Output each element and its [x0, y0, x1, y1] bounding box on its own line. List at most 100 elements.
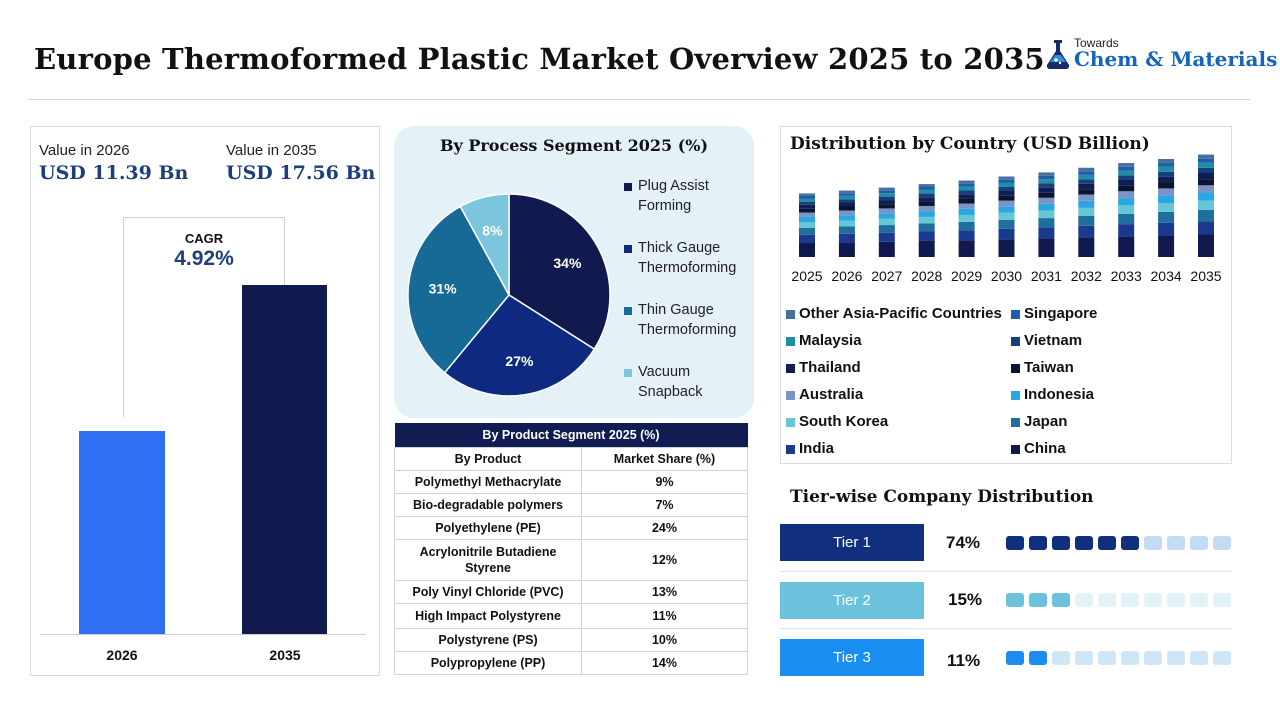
title-divider [28, 99, 1250, 100]
stacked-bar-segment [918, 189, 935, 194]
logo-towards: Towards [1074, 36, 1119, 50]
legend-swatch [786, 337, 795, 346]
product-segment-table: By Product Segment 2025 (%) By Product M… [394, 423, 748, 675]
stacked-bar-segment [958, 194, 975, 199]
legend-swatch [786, 445, 795, 454]
x-tick-label: 2029 [951, 268, 982, 284]
pie-legend-thin-gauge: Thin Gauge Thermoforming [624, 300, 736, 340]
stacked-bar-segment [918, 205, 935, 212]
tier-meter-square [1006, 536, 1024, 550]
tier-meter-square [1121, 536, 1139, 550]
country-legend-item: South Korea [786, 413, 889, 430]
tier-1-percent: 74% [946, 533, 981, 552]
value-2035-label: Value in 2035 [226, 142, 317, 159]
country-legend-item: China [1011, 440, 1066, 457]
stacked-bar-segment [918, 216, 935, 224]
stacked-bar-segment [1158, 159, 1175, 163]
stacked-bar-segment [1078, 237, 1095, 257]
x-tick-label: 2035 [1190, 268, 1221, 284]
stacked-bar-segment [799, 204, 815, 209]
x-tick-label: 2031 [1031, 268, 1062, 284]
legend-text: Vietnam [1024, 332, 1083, 349]
table-cell-product: Polypropylene (PP) [394, 651, 582, 675]
stacked-bar-segment [878, 193, 895, 197]
pie-slice [459, 193, 510, 296]
pie-slice-label: 8% [482, 222, 503, 238]
stacked-bar-segment [1078, 179, 1095, 184]
stacked-bar-segment [998, 176, 1015, 180]
tier-meter-square [1029, 651, 1047, 665]
tier-meter-square [1098, 593, 1116, 607]
stacked-bar-segment [918, 187, 935, 190]
tier-meter-square [1167, 536, 1185, 550]
legend-swatch [624, 307, 632, 315]
pie-slice [407, 205, 510, 374]
table-cell-product: Polymethyl Methacrylate [394, 470, 582, 494]
tier-meter-square [1213, 651, 1231, 665]
legend-text: Taiwan [1024, 359, 1074, 376]
legend-text: South Korea [799, 413, 889, 430]
bar-year-2026: 2026 [106, 647, 138, 663]
tier-section-title: Tier-wise Company Distribution [790, 487, 1094, 507]
tier-meter-square [1029, 536, 1047, 550]
country-legend-item: Australia [786, 386, 863, 403]
stacked-bar-segment [1078, 225, 1095, 238]
pie-legend-plug-assist: Plug Assist Forming [624, 176, 709, 216]
pie-slice-label: 27% [505, 353, 534, 369]
tier-meter-square [1144, 651, 1162, 665]
stacked-bar-segment [878, 204, 895, 209]
table-header-share: Market Share (%) [581, 447, 748, 471]
legend-text: Other Asia-Pacific Countries [799, 305, 1002, 322]
table-cell-product: Polystyrene (PS) [394, 628, 582, 652]
x-tick-label: 2026 [831, 268, 862, 284]
legend-text: Plug Assist [638, 178, 709, 194]
stacked-bar-segment [838, 220, 855, 227]
stacked-bar-segment [1158, 162, 1175, 167]
x-tick-label: 2027 [871, 268, 902, 284]
legend-text: Thailand [799, 359, 861, 376]
stacked-bar-segment [998, 186, 1015, 191]
stacked-bar-segment [958, 198, 975, 204]
legend-text: India [799, 440, 835, 457]
country-legend-item: Vietnam [1011, 332, 1083, 349]
stacked-bar-segment [799, 216, 815, 223]
stacked-bar-segment [998, 190, 1015, 196]
stacked-bar-segment [998, 239, 1015, 257]
tier-meter-square [1052, 651, 1070, 665]
stacked-bar-segment [838, 226, 855, 234]
stacked-bar-segment [1118, 175, 1135, 180]
stacked-bar-segment [998, 219, 1015, 229]
legend-text: Singapore [1024, 305, 1098, 322]
tier-meter-square [1052, 536, 1070, 550]
stacked-bar-segment [1198, 200, 1214, 210]
pie-legend-thick-gauge: Thick Gauge Thermoforming [624, 238, 736, 278]
tier-meter-square [1075, 651, 1093, 665]
table-header-product: By Product [394, 447, 582, 471]
stacked-bar-segment [918, 231, 935, 241]
stacked-bar-segment [1038, 218, 1055, 228]
stacked-bar-segment [799, 195, 815, 199]
stacked-bar-segment [998, 179, 1015, 183]
tier-3-label: Tier 3 [780, 639, 924, 676]
stacked-bar-segment [1038, 203, 1055, 211]
tier-meter-square [1144, 536, 1162, 550]
stacked-bar-segment [799, 227, 815, 235]
stacked-bar-segment [1118, 170, 1135, 176]
stacked-bar-segment [878, 208, 895, 214]
cagr-value: 4.92% [174, 247, 234, 270]
stacked-bar-segment [878, 213, 895, 219]
stacked-bar-segment [799, 212, 815, 217]
table-row: High Impact Polystyrene 11% [394, 603, 748, 629]
stacked-bar-segment [1158, 182, 1175, 189]
legend-swatch [1011, 391, 1020, 400]
country-legend-item: Indonesia [1011, 386, 1094, 403]
stacked-bar-segment [918, 184, 935, 187]
stacked-bar-segment [958, 203, 975, 209]
table-cell-share: 11% [581, 603, 748, 629]
country-legend-item: Thailand [786, 359, 861, 376]
table-row: Poly Vinyl Chloride (PVC) 13% [394, 580, 748, 604]
stacked-bar-segment [1118, 166, 1135, 171]
stacked-bar-segment [799, 198, 815, 202]
pie-slice-label: 31% [429, 281, 458, 297]
stacked-bar-segment [958, 214, 975, 222]
